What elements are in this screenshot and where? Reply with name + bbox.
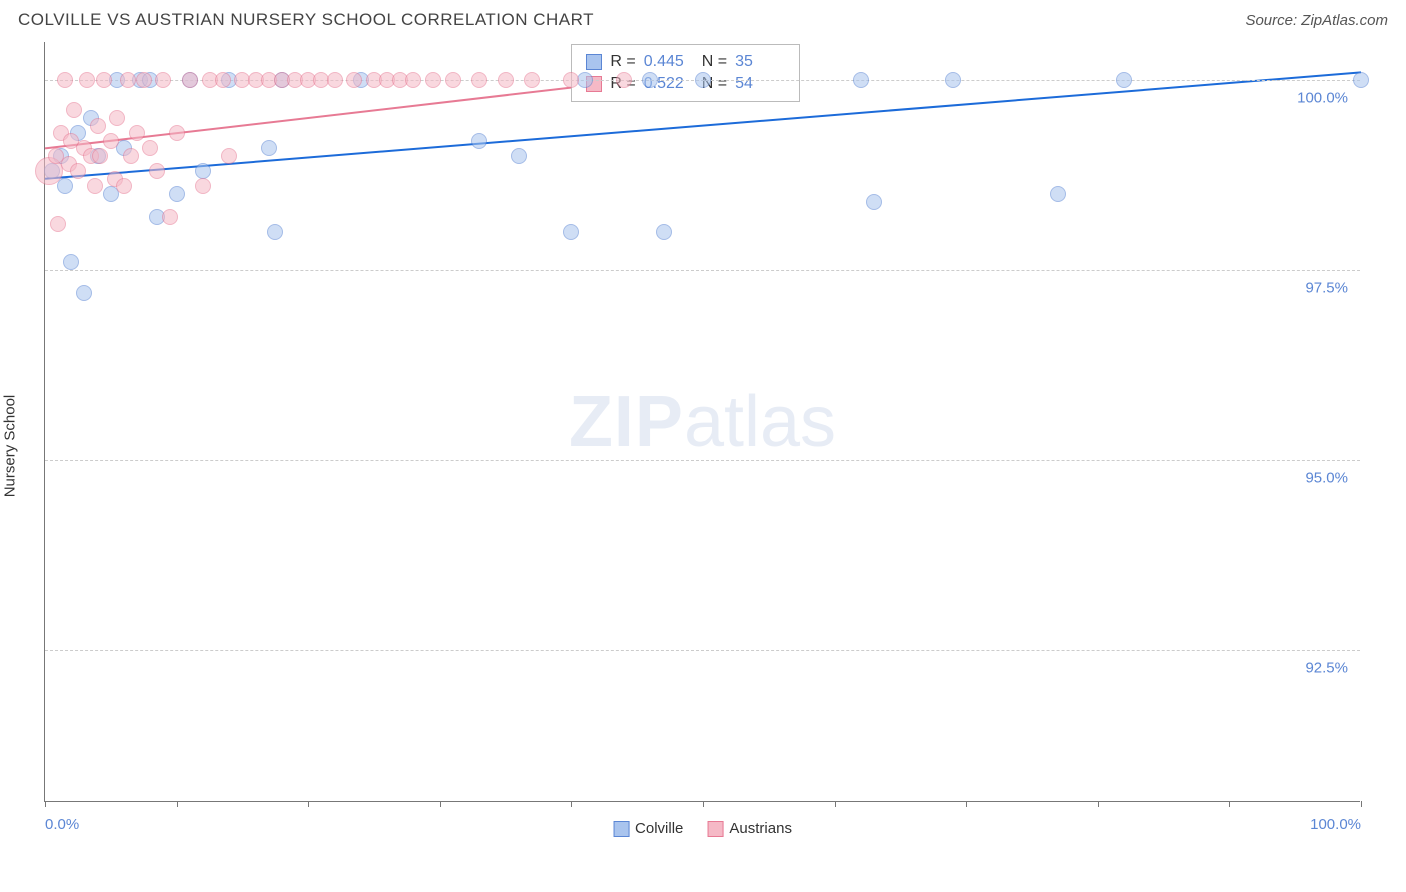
xtick-mark xyxy=(177,801,178,807)
stats-n-value: 54 xyxy=(735,75,785,93)
chart-container: Nursery School ZIPatlas R = 0.445 N = 35R =… xyxy=(0,36,1406,856)
data-point xyxy=(195,163,211,179)
legend-item: Austrians xyxy=(707,820,792,837)
xtick-mark xyxy=(45,801,46,807)
data-point xyxy=(63,254,79,270)
data-point xyxy=(123,148,139,164)
data-point xyxy=(169,186,185,202)
xtick-mark xyxy=(1361,801,1362,807)
title-bar: COLVILLE VS AUSTRIAN NURSERY SCHOOL CORR… xyxy=(0,0,1406,36)
yaxis-label: Nursery School xyxy=(2,395,19,498)
data-point xyxy=(511,148,527,164)
data-point xyxy=(425,72,441,88)
data-point xyxy=(120,72,136,88)
data-point xyxy=(471,72,487,88)
data-point xyxy=(945,72,961,88)
data-point xyxy=(66,102,82,118)
data-point xyxy=(92,148,108,164)
data-point xyxy=(182,72,198,88)
data-point xyxy=(471,133,487,149)
stats-n-label: N = xyxy=(702,53,727,71)
stats-box: R =0.445N =35R =0.522N =54 xyxy=(571,44,800,102)
data-point xyxy=(76,285,92,301)
ytick-label: 100.0% xyxy=(1297,90,1348,107)
data-point xyxy=(695,72,711,88)
stats-r-label: R = xyxy=(610,53,635,71)
legend-label: Austrians xyxy=(729,820,792,837)
xtick-mark xyxy=(308,801,309,807)
legend-swatch xyxy=(613,821,629,837)
data-point xyxy=(109,110,125,126)
plot-area: ZIPatlas R =0.445N =35R =0.522N =54 Colv… xyxy=(44,42,1360,802)
stats-swatch xyxy=(586,54,602,70)
ytick-label: 95.0% xyxy=(1305,470,1348,487)
data-point xyxy=(215,72,231,88)
data-point xyxy=(1050,186,1066,202)
legend-swatch xyxy=(707,821,723,837)
data-point xyxy=(129,125,145,141)
source-label: Source: ZipAtlas.com xyxy=(1245,12,1388,29)
stats-row: R = 0.445 N = 35 xyxy=(586,51,785,73)
data-point xyxy=(90,118,106,134)
data-point xyxy=(563,72,579,88)
data-point xyxy=(70,163,86,179)
xtick-mark xyxy=(966,801,967,807)
chart-title: COLVILLE VS AUSTRIAN NURSERY SCHOOL CORR… xyxy=(18,10,594,30)
data-point xyxy=(136,72,152,88)
trend-lines xyxy=(45,42,1360,801)
data-point xyxy=(1116,72,1132,88)
data-point xyxy=(1353,72,1369,88)
data-point xyxy=(267,224,283,240)
data-point xyxy=(616,72,632,88)
data-point xyxy=(221,148,237,164)
data-point xyxy=(656,224,672,240)
gridline-h xyxy=(45,270,1360,271)
watermark-zip: ZIP xyxy=(569,382,684,462)
data-point xyxy=(327,72,343,88)
xtick-mark xyxy=(703,801,704,807)
xtick-mark xyxy=(571,801,572,807)
data-point xyxy=(169,125,185,141)
data-point xyxy=(96,72,112,88)
xtick-mark xyxy=(440,801,441,807)
data-point xyxy=(642,72,658,88)
legend-item: Colville xyxy=(613,820,683,837)
data-point xyxy=(405,72,421,88)
data-point xyxy=(261,140,277,156)
data-point xyxy=(103,133,119,149)
xtick-mark xyxy=(1098,801,1099,807)
gridline-h xyxy=(45,650,1360,651)
legend: Colville Austrians xyxy=(613,820,792,837)
data-point xyxy=(346,72,362,88)
legend-label: Colville xyxy=(635,820,683,837)
data-point xyxy=(445,72,461,88)
data-point xyxy=(116,178,132,194)
data-point xyxy=(155,72,171,88)
xtick-label: 0.0% xyxy=(45,816,79,833)
stats-r-value: 0.445 xyxy=(644,53,694,71)
data-point xyxy=(498,72,514,88)
data-point xyxy=(162,209,178,225)
data-point xyxy=(563,224,579,240)
xtick-mark xyxy=(1229,801,1230,807)
gridline-h xyxy=(45,460,1360,461)
watermark: ZIPatlas xyxy=(569,381,836,463)
data-point xyxy=(149,163,165,179)
data-point xyxy=(57,72,73,88)
ytick-label: 92.5% xyxy=(1305,660,1348,677)
xtick-label: 100.0% xyxy=(1310,816,1361,833)
data-point xyxy=(87,178,103,194)
watermark-atlas: atlas xyxy=(684,382,836,462)
data-point xyxy=(524,72,540,88)
data-point xyxy=(195,178,211,194)
data-point xyxy=(50,216,66,232)
data-point xyxy=(866,194,882,210)
data-point xyxy=(142,140,158,156)
data-point xyxy=(853,72,869,88)
data-point xyxy=(79,72,95,88)
stats-n-value: 35 xyxy=(735,53,785,71)
xtick-mark xyxy=(835,801,836,807)
ytick-label: 97.5% xyxy=(1305,280,1348,297)
